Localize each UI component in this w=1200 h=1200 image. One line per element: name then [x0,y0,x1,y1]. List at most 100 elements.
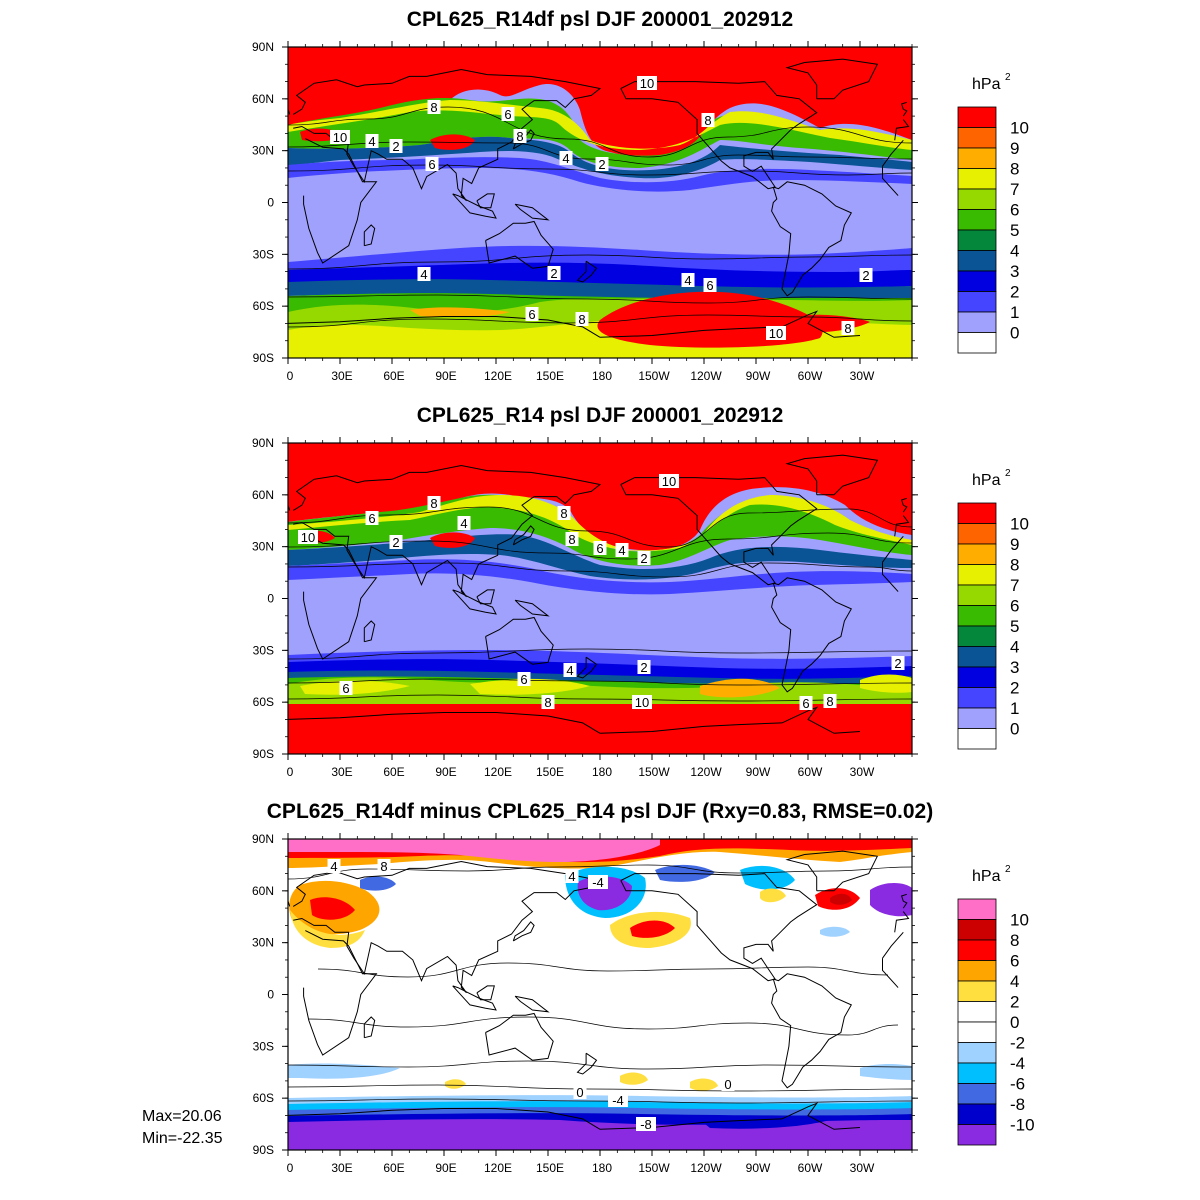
colorbar-label: 0 [1010,720,1019,739]
lat-tick-label: 60N [252,92,274,106]
lat-tick-label: 60S [253,695,274,709]
lon-tick-label: 120W [690,1161,722,1175]
lon-tick-label: 150E [536,765,564,779]
contour-label: 4 [681,273,695,288]
lon-tick-label: 60W [798,1161,823,1175]
colorbar-label: 2 [1010,993,1019,1012]
contour-label: 4 [365,134,379,149]
colorbar-label: 10 [1010,515,1029,534]
colorbar-swatch [957,584,997,606]
contour-label: 2 [547,266,561,281]
svg-text:4: 4 [618,543,625,558]
colorbar-swatch [957,188,997,210]
lat-tick-label: 0 [267,592,274,606]
lon-tick-label: 90W [746,765,771,779]
coastline-newguinea [514,599,550,617]
lat-tick-label: 0 [267,988,274,1002]
lat-tick-label: 30N [252,144,274,158]
colorbar-swatch [957,311,997,333]
lat-tick-label: 60S [253,1091,274,1105]
svg-text:10: 10 [769,326,783,341]
lon-tick-label: 60E [383,765,404,779]
colorbar-label: 4 [1010,242,1019,261]
lon-tick-label: 30W [850,369,875,383]
field-panel-3 [288,839,912,1150]
field-statistics: Max=20.06 Min=-22.35 [142,1106,223,1150]
svg-text:6: 6 [528,307,535,322]
contour-line [288,254,912,270]
svg-text:4: 4 [566,663,573,678]
svg-text:2: 2 [598,157,605,172]
lon-tick-label: 30W [850,765,875,779]
colorbar-label: 7 [1010,576,1019,595]
svg-text:8: 8 [844,321,851,336]
contour-line [288,678,912,686]
colorbar-label: 3 [1010,658,1019,677]
svg-text:4: 4 [368,134,375,149]
coastline-indonesia [452,193,497,219]
colorbar-label: 5 [1010,617,1019,636]
svg-text:8: 8 [560,506,567,521]
svg-text:2: 2 [862,268,869,283]
svg-text:4: 4 [330,859,337,874]
contour-label: 6 [799,696,813,711]
colorbar-swatch [957,168,997,190]
coastline-borneo [476,589,495,605]
coastline-japan [512,921,535,942]
colorbar-swatch [957,270,997,292]
lon-tick-label: 120W [690,765,722,779]
colorbar-label: 3 [1010,262,1019,281]
contour-label: 2 [859,268,873,283]
lon-tick-label: 90W [746,369,771,383]
coastline-madagascar [363,1016,376,1039]
coastline-greenland [785,58,879,100]
contour-line [288,141,912,166]
colorbar-swatch [957,666,997,688]
colorbar-swatch [957,502,997,524]
contour-line [288,1060,912,1070]
lon-tick-label: 120W [690,369,722,383]
contour-line [288,562,912,578]
svg-text:6: 6 [706,278,713,293]
contour-label: 6 [593,541,607,556]
colorbar-unit-exponent: 2 [1005,864,1011,875]
lon-tick-label: 0 [287,765,294,779]
colorbar-swatch [957,332,997,354]
coastline-japan [512,525,535,546]
coastline-newzealand [576,1052,598,1075]
svg-text:10: 10 [640,76,654,91]
contour-label: 10 [632,695,652,710]
colorbar-label: 8 [1010,160,1019,179]
contour-label: -8 [636,1117,656,1132]
colorbar-label: 2 [1010,283,1019,302]
lat-tick-label: 90N [252,832,274,846]
svg-text:2: 2 [392,139,399,154]
contour-label: 2 [637,660,651,675]
colorbar-swatch [957,625,997,647]
svg-text:4: 4 [460,516,467,531]
coastline-australia [485,220,554,269]
lat-tick-label: 90N [252,40,274,54]
contour-label: 4 [327,859,341,874]
panel-1-title: CPL625_R14df psl DJF 200001_202912 [406,8,794,31]
lat-tick-label: 0 [267,196,274,210]
lon-tick-label: 150W [638,369,670,383]
svg-text:8: 8 [430,496,437,511]
contour-line [288,294,912,304]
contour-label: 0 [721,1077,735,1092]
svg-text:10: 10 [333,130,347,145]
svg-text:8: 8 [704,113,711,128]
lat-tick-label: 30S [253,643,274,657]
svg-text:8: 8 [380,859,387,874]
coastlines [288,58,910,338]
contour-label: 2 [595,157,609,172]
coastline-madagascar [363,224,376,247]
contour-label: 0 [573,1085,587,1100]
coastline-namerica [620,81,818,190]
coastline-greenland [785,850,879,892]
contour-label: 10 [659,474,679,489]
contour-label: 6 [525,307,539,322]
colorbar-swatch [957,980,997,1002]
lon-tick-label: 60E [383,369,404,383]
